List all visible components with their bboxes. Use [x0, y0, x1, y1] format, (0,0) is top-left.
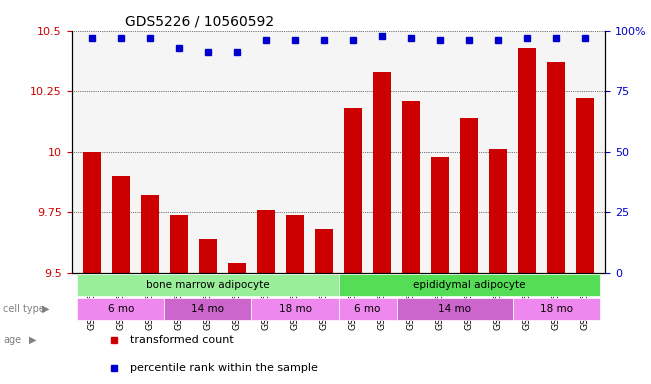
- FancyBboxPatch shape: [339, 274, 600, 296]
- Text: 18 mo: 18 mo: [279, 304, 311, 314]
- Text: cell type: cell type: [3, 304, 45, 314]
- Bar: [490, 149, 506, 273]
- FancyBboxPatch shape: [165, 298, 251, 320]
- Bar: [402, 101, 420, 273]
- FancyBboxPatch shape: [251, 298, 339, 320]
- Bar: [315, 229, 333, 273]
- Bar: [171, 215, 187, 273]
- Text: age: age: [3, 335, 21, 345]
- Text: ▶: ▶: [29, 335, 37, 345]
- Text: percentile rank within the sample: percentile rank within the sample: [130, 363, 318, 373]
- FancyBboxPatch shape: [512, 298, 600, 320]
- FancyBboxPatch shape: [77, 274, 339, 296]
- Bar: [373, 72, 391, 273]
- Text: bone marrow adipocyte: bone marrow adipocyte: [146, 280, 270, 290]
- Bar: [576, 98, 594, 273]
- Bar: [460, 118, 478, 273]
- Text: GDS5226 / 10560592: GDS5226 / 10560592: [125, 14, 274, 28]
- Bar: [257, 210, 275, 273]
- Bar: [518, 48, 536, 273]
- Bar: [199, 239, 217, 273]
- Text: ▶: ▶: [42, 304, 50, 314]
- Bar: [229, 263, 245, 273]
- Bar: [547, 62, 565, 273]
- FancyBboxPatch shape: [396, 298, 512, 320]
- Text: 6 mo: 6 mo: [354, 304, 381, 314]
- Text: 14 mo: 14 mo: [438, 304, 471, 314]
- Text: 6 mo: 6 mo: [108, 304, 134, 314]
- FancyBboxPatch shape: [77, 298, 165, 320]
- Bar: [141, 195, 159, 273]
- FancyBboxPatch shape: [339, 298, 396, 320]
- Bar: [286, 215, 304, 273]
- Bar: [83, 152, 101, 273]
- Bar: [112, 176, 130, 273]
- Bar: [432, 157, 449, 273]
- Text: epididymal adipocyte: epididymal adipocyte: [413, 280, 525, 290]
- Text: 14 mo: 14 mo: [191, 304, 225, 314]
- Text: 18 mo: 18 mo: [540, 304, 573, 314]
- Bar: [344, 108, 362, 273]
- Text: transformed count: transformed count: [130, 335, 234, 345]
